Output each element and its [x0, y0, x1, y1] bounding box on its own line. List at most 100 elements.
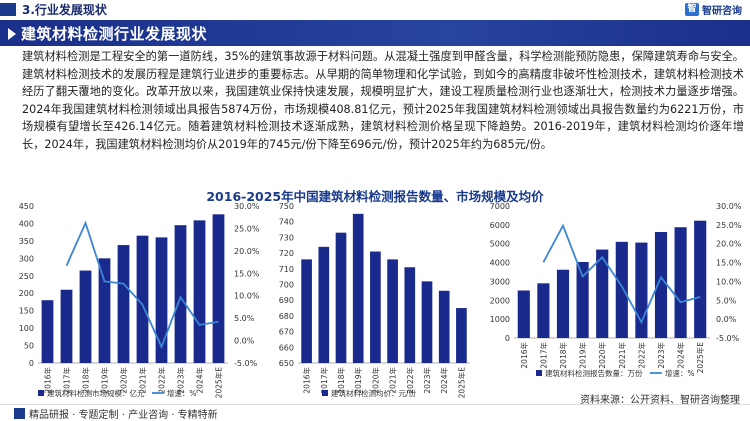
y-tick-label: 6000 — [490, 221, 510, 230]
bar — [98, 258, 111, 363]
x-tick-label: 2019年 — [578, 342, 588, 369]
logo-icon: 智 — [685, 3, 699, 16]
y-tick-label: 750 — [279, 202, 294, 211]
growth-rate-line — [542, 223, 701, 325]
chart-title: 2016-2025年中国建筑材料检测报告数量、市场规模及均价 — [206, 189, 544, 204]
x-tick-label: 2018年 — [81, 367, 91, 394]
y2-tick-label: 20.0% — [234, 247, 260, 256]
y2-tick-label: -5.0% — [716, 334, 740, 343]
x-tick-label: 2016年 — [302, 367, 312, 394]
x-tick-label: 2023年 — [176, 367, 186, 394]
page-title: 建筑材料检测行业发展现状 — [21, 25, 208, 43]
y-tick-label: 100 — [19, 324, 34, 333]
y-tick-label: 690 — [279, 296, 294, 305]
bar — [404, 267, 416, 363]
footer-slogan-text: 精品研报 · 专题定制 · 产业咨询 · 专精特新 — [29, 410, 218, 421]
y2-tick-label: 30.0% — [716, 202, 742, 211]
footer-slogan: 精品研报 · 专题定制 · 产业咨询 · 专精特新 — [14, 406, 218, 421]
x-tick-label: 2021年 — [138, 367, 148, 394]
x-tick-label: 2019年 — [100, 367, 110, 394]
bar — [174, 225, 187, 363]
y-tick-label: 450 — [19, 202, 34, 211]
bar — [517, 290, 530, 338]
y-tick-label: 7000 — [490, 202, 510, 211]
bar — [438, 290, 450, 363]
y-tick-label: 700 — [279, 281, 294, 290]
legend-label: 增速：% — [665, 368, 695, 378]
x-tick-label: 2024年 — [439, 367, 449, 394]
x-tick-label: 2016年 — [519, 342, 529, 369]
y-tick-label: 670 — [279, 328, 294, 337]
bar — [41, 300, 54, 363]
y2-tick-label: -5.0% — [234, 359, 258, 368]
bar — [537, 283, 550, 338]
x-tick-label: 2020年 — [119, 367, 129, 394]
legend-swatch — [536, 370, 542, 376]
y-tick-label: 2000 — [490, 296, 510, 305]
footer-logo-icon — [14, 408, 25, 419]
y2-tick-label: 5.0% — [234, 314, 255, 323]
play-arrow-icon — [8, 28, 16, 40]
bar — [117, 245, 130, 363]
bar — [352, 213, 364, 363]
top-bar: 3.行业发展现状 智 智研咨询 — [0, 0, 750, 19]
x-tick-label: 2017年 — [319, 367, 329, 394]
bar — [556, 269, 570, 338]
legend-swatch — [38, 390, 44, 396]
bar — [318, 246, 330, 363]
bar — [60, 289, 73, 363]
y-tick-label: 150 — [19, 307, 34, 316]
growth-rate-line — [65, 220, 219, 350]
y2-tick-label: 10.0% — [234, 292, 260, 301]
y-tick-label: 730 — [279, 233, 294, 242]
bar — [155, 237, 168, 363]
x-tick-label: 2021年 — [388, 367, 398, 394]
market-size-chart: 0 50 100 150 200 250 300 350 400 450 -5.0% 0.0% 5.0%… — [19, 202, 260, 398]
legend-label: 增速：% — [167, 388, 197, 398]
source-note: 资料来源：公开资料、智研咨询整理 — [580, 395, 740, 406]
y2-tick-label: 10.0% — [716, 277, 742, 286]
x-tick-label: 2024年 — [195, 367, 205, 394]
y-tick-label: 710 — [279, 265, 294, 274]
y2-tick-label: 25.0% — [234, 224, 260, 233]
bar — [421, 281, 433, 363]
x-tick-label: 2020年 — [597, 342, 607, 369]
x-tick-label: 2025年E — [695, 342, 705, 374]
y2-tick-label: 25.0% — [716, 221, 742, 230]
logo-text: 智研咨询 — [702, 6, 742, 17]
bar — [576, 262, 589, 338]
bar — [674, 227, 687, 338]
y2-tick-label: 0.0% — [234, 337, 255, 346]
y-tick-label: 400 — [19, 219, 34, 228]
x-tick-label: 2023年 — [656, 342, 666, 369]
y2-tick-label: 15.0% — [234, 269, 260, 278]
x-tick-label: 2016年 — [43, 367, 53, 394]
y2-tick-label: 20.0% — [716, 240, 742, 249]
bar — [387, 259, 398, 363]
y-tick-label: 4000 — [490, 259, 510, 268]
logo: 智 智研咨询 — [685, 2, 742, 17]
y-tick-label: 0 — [505, 334, 510, 343]
y2-tick-label: 5.0% — [716, 296, 737, 305]
bar — [596, 249, 609, 338]
report-count-chart: 0 1000 2000 3000 4000 5000 6000 7000 -5.0% 0.0% 5.… — [490, 202, 742, 378]
y2-tick-label: 30.0% — [234, 202, 260, 211]
bar — [212, 214, 225, 363]
average-price-chart: 650 660 670 680 690 700 710 720 730 740 750 2016年 20… — [279, 202, 470, 398]
legend-label: 建筑材料检测市场规模：亿元 — [47, 388, 145, 398]
bar — [136, 235, 149, 363]
bar — [654, 232, 668, 338]
legend-label: 建筑材料检测均价：元/份 — [331, 388, 417, 398]
section-title: 3.行业发展现状 — [22, 3, 107, 17]
x-tick-label: 2023年 — [422, 367, 432, 394]
bar — [301, 259, 312, 363]
y-tick-label: 1000 — [490, 315, 510, 324]
y-tick-label: 250 — [19, 272, 34, 281]
y-tick-label: 350 — [19, 237, 34, 246]
y2-tick-label: 0.0% — [716, 315, 737, 324]
x-tick-label: 2022年 — [636, 342, 646, 369]
y-tick-label: 3000 — [490, 277, 510, 286]
bar — [694, 220, 707, 338]
y-tick-label: 650 — [279, 359, 294, 368]
y-tick-label: 680 — [279, 312, 294, 321]
